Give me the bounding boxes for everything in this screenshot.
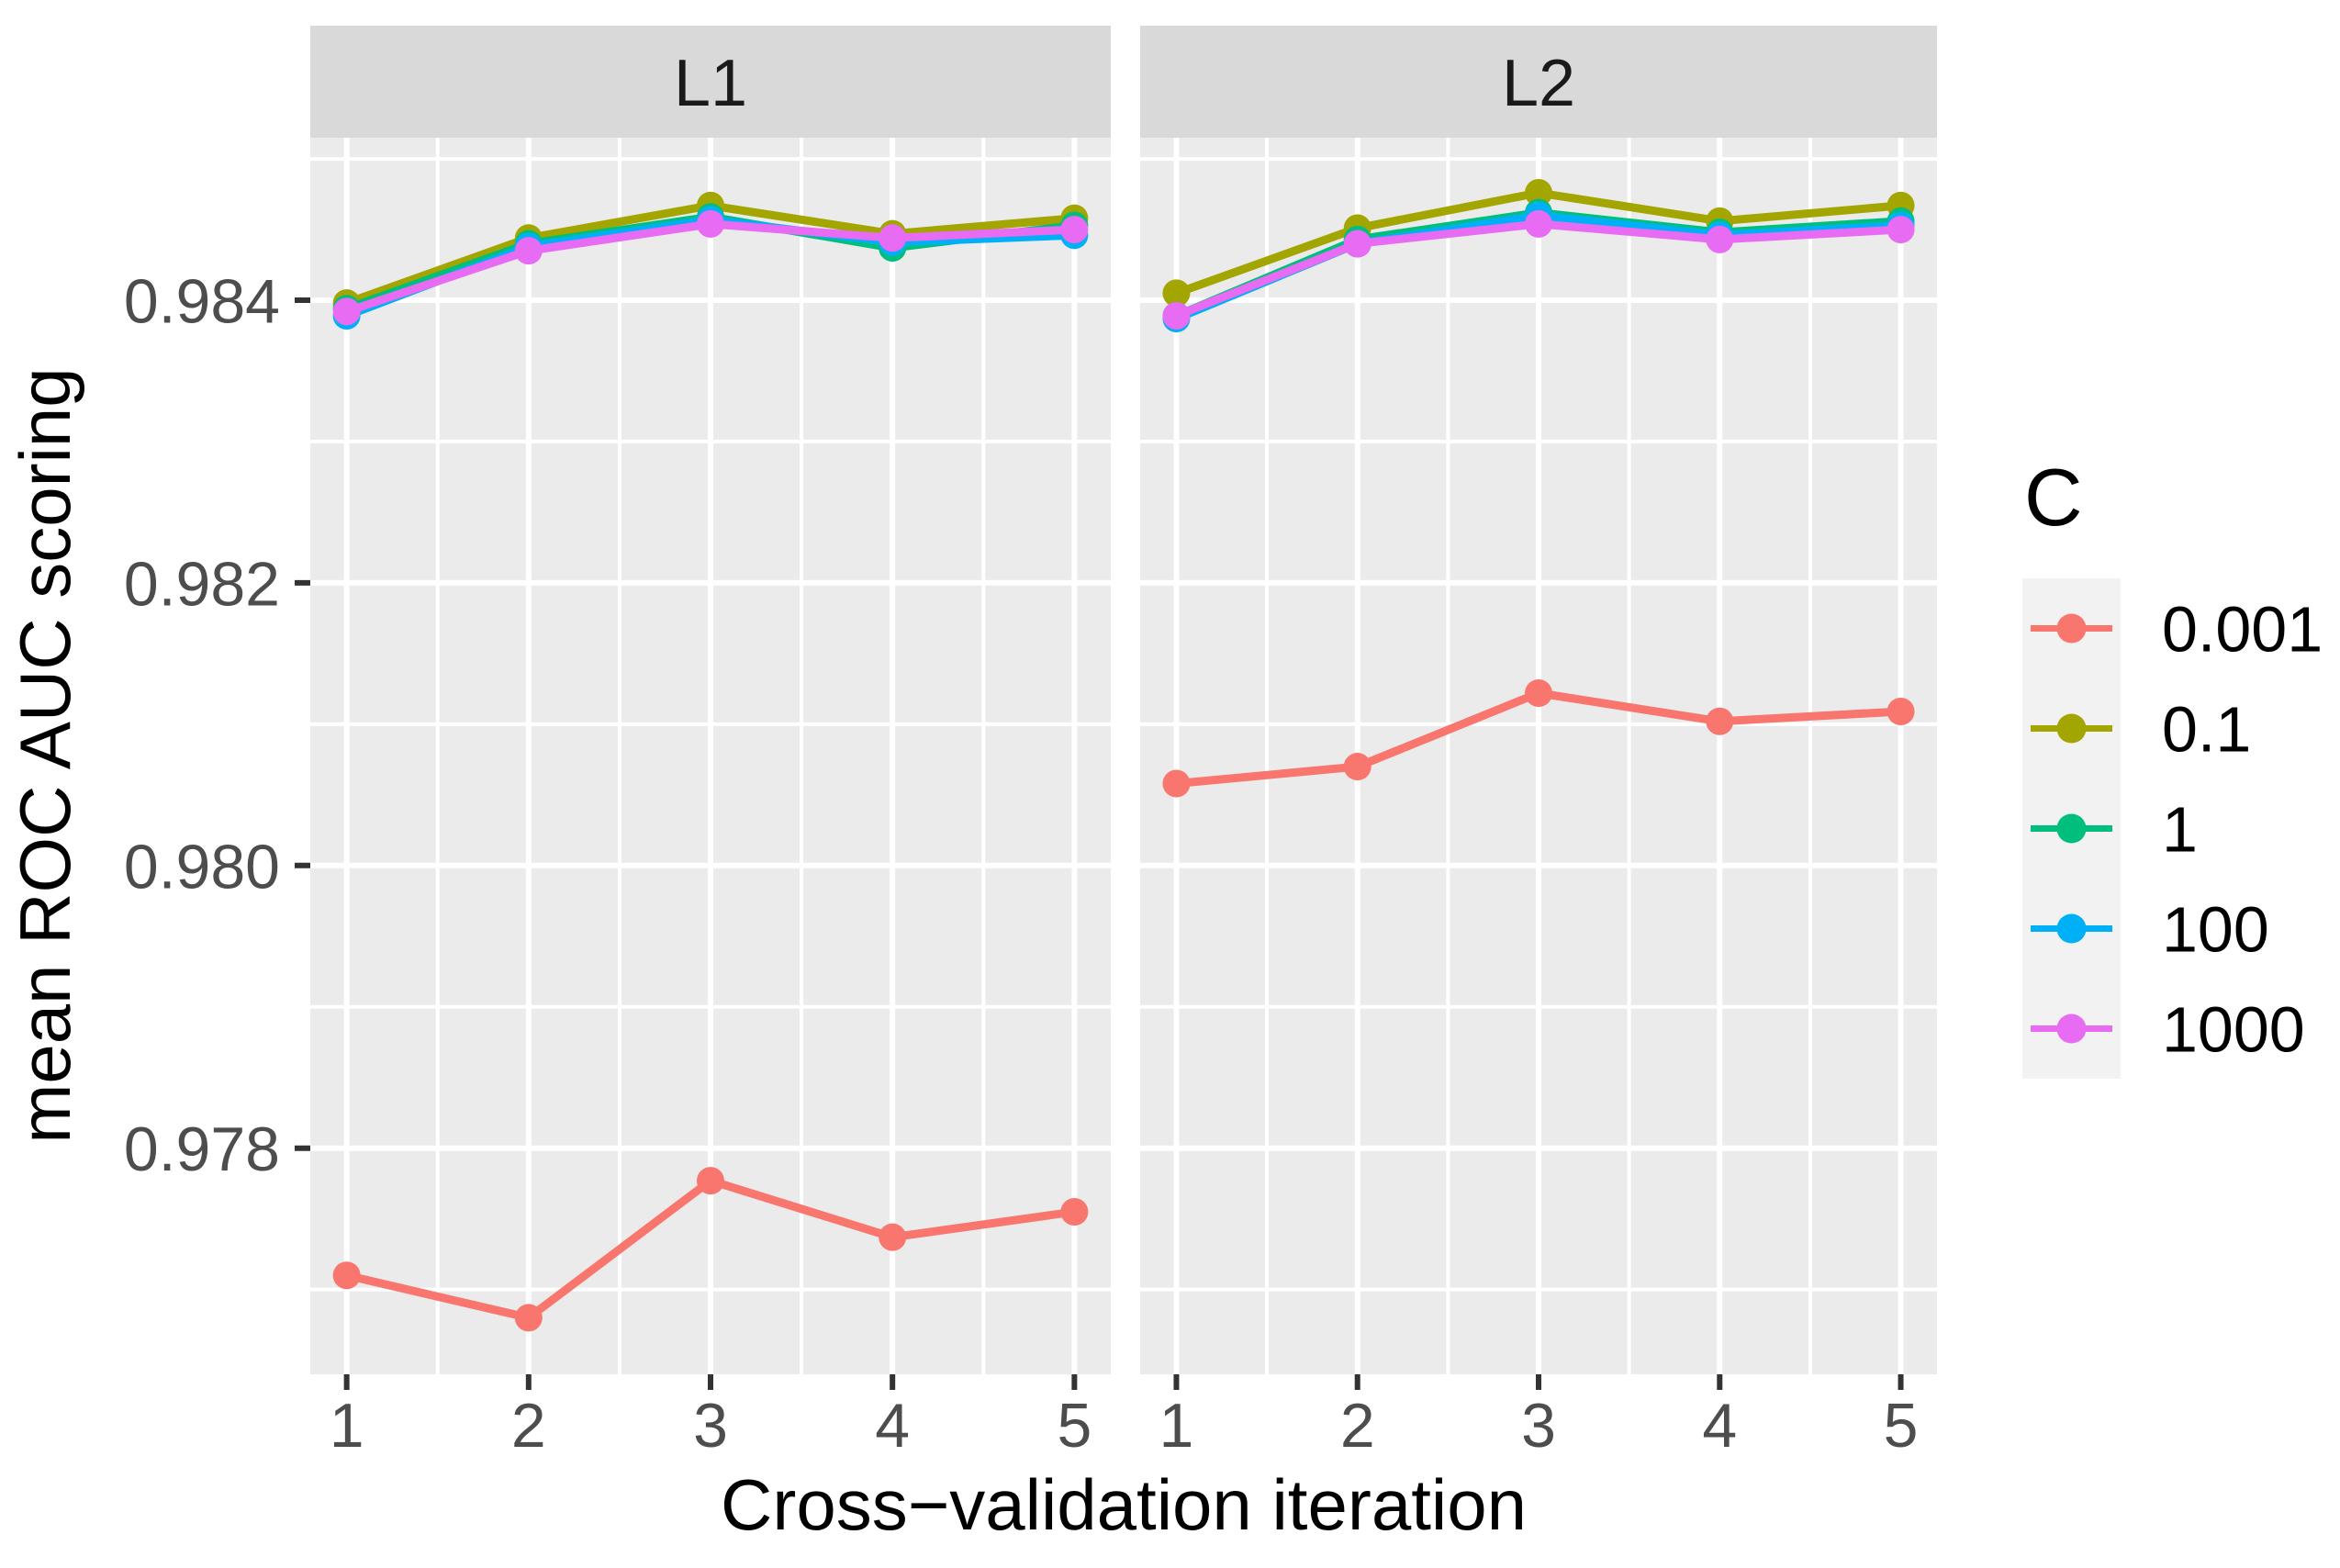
legend-label-100: 100: [2162, 894, 2269, 966]
data-point-L2-1000-x5: [1887, 216, 1915, 244]
legend-label-0.1: 0.1: [2162, 694, 2251, 766]
data-point-L1-1000-x4: [879, 224, 907, 252]
data-point-L1-1000-x3: [697, 209, 724, 238]
legend-key-point-1000: [2056, 1014, 2087, 1044]
legend-label-1000: 1000: [2162, 994, 2305, 1066]
legend-label-0.001: 0.001: [2162, 594, 2323, 666]
data-point-L1-1000-x5: [1060, 216, 1089, 244]
legend-title: C: [2024, 452, 2083, 543]
facet-strip-L1: [310, 26, 1111, 138]
x-tick-label-L1-2: 2: [511, 1391, 546, 1461]
y-tick-label-0.978: 0.978: [124, 1114, 280, 1184]
x-axis-title: Cross−validation iteration: [721, 1464, 1527, 1545]
facet-strip-label-L1: L1: [674, 47, 747, 120]
data-point-L2-0.001-x5: [1887, 698, 1915, 726]
data-point-L2-1000-x3: [1525, 209, 1552, 238]
x-tick-label-L1-1: 1: [330, 1391, 364, 1461]
legend-key-point-100: [2056, 913, 2087, 944]
data-point-L2-1000-x4: [1706, 225, 1734, 253]
data-point-L2-0.1-x1: [1162, 279, 1191, 308]
x-tick-label-L2-3: 3: [1521, 1391, 1556, 1461]
x-tick-label-L2-4: 4: [1702, 1391, 1737, 1461]
x-tick-label-L2-5: 5: [1884, 1391, 1919, 1461]
data-point-L1-1000-x1: [332, 297, 361, 326]
x-tick-label-L2-1: 1: [1159, 1391, 1194, 1461]
data-point-L1-1000-x2: [514, 237, 543, 265]
y-axis-title: mean ROC AUC scoring: [5, 367, 85, 1143]
data-point-L2-0.1-x3: [1525, 179, 1552, 207]
data-point-L2-1000-x1: [1162, 301, 1191, 330]
facet-strip-label-L2: L2: [1502, 47, 1575, 120]
data-point-L2-0.001-x2: [1343, 753, 1372, 781]
legend-key-point-0.1: [2056, 713, 2087, 744]
x-tick-label-L1-5: 5: [1057, 1391, 1092, 1461]
legend-label-1: 1: [2162, 794, 2198, 866]
legend-key-point-0.001: [2056, 613, 2087, 644]
y-tick-label-0.984: 0.984: [124, 267, 280, 337]
x-tick-label-L1-3: 3: [693, 1391, 728, 1461]
data-point-L1-0.001-x5: [1060, 1197, 1089, 1226]
data-point-L1-0.001-x1: [332, 1261, 361, 1290]
data-point-L2-0.001-x1: [1162, 769, 1191, 798]
data-point-L1-0.001-x4: [879, 1223, 907, 1251]
data-point-L1-0.001-x3: [697, 1167, 724, 1195]
facet-strip-L2: [1140, 26, 1937, 138]
data-point-L2-1000-x2: [1343, 230, 1372, 258]
data-point-L2-0.001-x4: [1706, 707, 1734, 735]
legend-key-point-1: [2056, 813, 2087, 844]
data-point-L2-0.001-x3: [1525, 678, 1552, 707]
data-point-L1-0.001-x2: [514, 1304, 543, 1332]
x-tick-label-L1-4: 4: [875, 1391, 910, 1461]
x-tick-label-L2-2: 2: [1340, 1391, 1375, 1461]
y-tick-label-0.980: 0.980: [124, 832, 280, 902]
y-tick-label-0.982: 0.982: [124, 549, 280, 619]
